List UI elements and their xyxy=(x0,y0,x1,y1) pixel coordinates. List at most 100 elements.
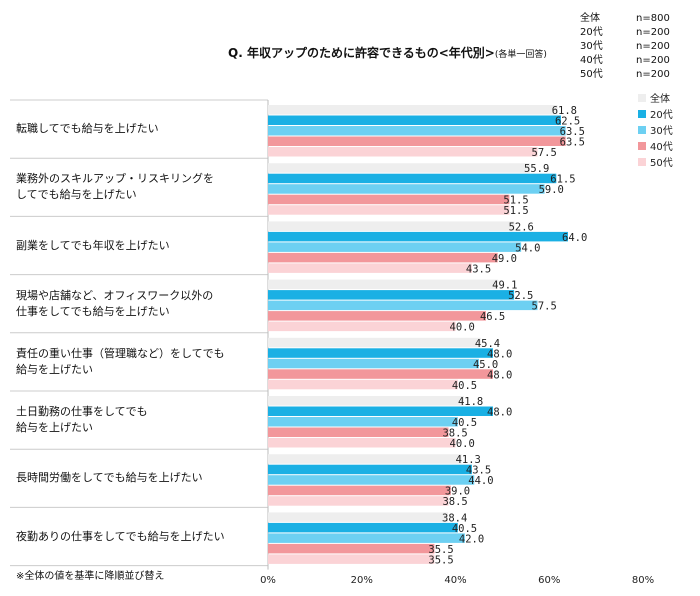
legend-label: 20代 xyxy=(650,109,673,121)
x-tick-label: 20% xyxy=(351,575,373,586)
category-label-line: 責任の重い仕事（管理職など）をしてでも xyxy=(16,346,225,360)
data-label: 52.5 xyxy=(508,290,533,302)
category-label-line: 長時間労働をしてでも給与を上げたい xyxy=(16,471,203,485)
data-label: 49.0 xyxy=(492,253,517,265)
bar-50代 xyxy=(268,438,456,448)
legend-swatch xyxy=(638,110,646,118)
sample-size-group: 30代 xyxy=(580,41,603,52)
data-label: 42.0 xyxy=(459,533,484,545)
data-label: 35.5 xyxy=(428,544,453,556)
legend-label: 50代 xyxy=(650,157,673,169)
sample-size-row: 20代 n=200 xyxy=(580,26,670,40)
category-label-line: 夜勤ありの仕事をしてでも給与を上げたい xyxy=(16,529,225,543)
data-label: 55.9 xyxy=(524,163,549,175)
bar-50代 xyxy=(268,496,449,506)
sample-size-row: 40代 n=200 xyxy=(580,54,670,68)
bar-30代 xyxy=(268,242,522,252)
bar-20代 xyxy=(268,290,515,300)
footnote: ※全体の値を基準に降順並び替え xyxy=(16,571,165,582)
bar-50代 xyxy=(268,147,538,157)
bar-30代 xyxy=(268,475,475,485)
category-label: 責任の重い仕事（管理職など）をしてでも 給与を上げたい xyxy=(16,346,225,378)
category-label-line: 業務外のスキルアップ・リスキリングを xyxy=(16,172,214,186)
bar-50代 xyxy=(268,263,472,273)
bar-40代 xyxy=(268,311,486,321)
bar-20代 xyxy=(268,231,568,242)
sample-size-n: n=200 xyxy=(636,27,670,38)
data-label: 40.0 xyxy=(450,438,475,450)
sample-size-row: 全体 n=800 xyxy=(580,12,670,26)
legend-label: 30代 xyxy=(650,125,673,137)
bar-30代 xyxy=(268,126,566,136)
bar-50代 xyxy=(268,379,458,390)
x-tick-label: 40% xyxy=(444,575,466,586)
category-label: 業務外のスキルアップ・リスキリングを してでも給与を上げたい xyxy=(16,171,214,203)
data-label: 40.0 xyxy=(450,322,475,334)
chart-title: Q. 年収アップのために許容できるもの<年代別>(各単一回答) xyxy=(228,44,547,61)
category-label-line: 給与を上げたい xyxy=(16,421,93,435)
chart-subtitle: (各単一回答) xyxy=(494,50,547,60)
data-label: 40.5 xyxy=(452,380,477,392)
data-label: 38.5 xyxy=(442,428,467,440)
sample-size-row: 30代 n=200 xyxy=(580,40,670,54)
bar-40代 xyxy=(268,252,498,263)
bar-20代 xyxy=(268,173,557,184)
chart-title-text: Q. 年収アップのために許容できるもの<年代別> xyxy=(228,46,495,60)
x-tick-label: 60% xyxy=(538,575,560,586)
category-label-line: してでも給与を上げたい xyxy=(16,188,137,202)
category-label: 現場や店舗など、オフィスワーク以外の 仕事をしてでも給与を上げたい xyxy=(16,288,213,320)
data-label: 43.5 xyxy=(466,263,491,275)
bar-20代 xyxy=(268,115,561,125)
data-label: 48.0 xyxy=(487,348,512,360)
data-label: 35.5 xyxy=(428,554,453,566)
data-label: 48.0 xyxy=(487,407,512,419)
data-label: 43.5 xyxy=(466,465,491,477)
bar-全体 xyxy=(268,279,499,290)
bar-50代 xyxy=(268,321,456,332)
category-label-line: 仕事をしてでも給与を上げたい xyxy=(16,304,170,318)
data-label: 45.0 xyxy=(473,359,498,371)
data-label: 38.4 xyxy=(442,512,467,524)
data-label: 44.0 xyxy=(468,475,493,487)
bar-30代 xyxy=(268,533,465,543)
data-label: 46.5 xyxy=(480,311,505,323)
data-label: 48.0 xyxy=(487,369,512,381)
sample-size-group: 全体 xyxy=(580,13,600,24)
sample-size-row: 50代 n=200 xyxy=(580,68,670,82)
data-label: 57.5 xyxy=(532,147,557,159)
sample-size-group: 40代 xyxy=(580,55,603,66)
sample-size-n: n=800 xyxy=(636,13,670,24)
bar-全体 xyxy=(268,512,448,522)
sample-size-n: n=200 xyxy=(636,69,670,80)
bar-40代 xyxy=(268,543,435,554)
category-label-line: 転職してでも給与を上げたい xyxy=(16,122,159,136)
sample-size-n: n=200 xyxy=(636,41,670,52)
data-label: 63.5 xyxy=(560,126,585,138)
legend-label: 全体 xyxy=(650,92,670,105)
bar-40代 xyxy=(268,194,510,205)
data-label: 62.5 xyxy=(555,116,580,128)
data-label: 38.5 xyxy=(442,496,467,508)
data-label: 45.4 xyxy=(475,338,500,350)
data-label: 41.3 xyxy=(456,454,481,466)
category-label-line: 給与を上げたい xyxy=(16,362,93,376)
category-label: 転職してでも給与を上げたい xyxy=(16,121,159,137)
sample-size-n: n=200 xyxy=(636,55,670,66)
category-label: 土日勤務の仕事をしてでも 給与を上げたい xyxy=(16,404,148,436)
bar-全体 xyxy=(268,163,531,173)
data-label: 52.6 xyxy=(509,221,534,233)
data-label: 40.5 xyxy=(452,523,477,535)
category-label-line: 現場や店舗など、オフィスワーク以外の xyxy=(16,288,214,302)
sample-size-table: 全体 n=800 20代 n=200 30代 n=200 40代 n=200 50代 n=200 xyxy=(580,12,670,82)
sample-size-group: 20代 xyxy=(580,27,603,38)
bar-40代 xyxy=(268,369,493,379)
data-label: 51.5 xyxy=(503,195,528,207)
bar-全体 xyxy=(268,337,481,348)
x-tick-label: 0% xyxy=(260,575,276,586)
data-label: 41.8 xyxy=(458,396,483,408)
data-label: 64.0 xyxy=(562,232,587,244)
data-label: 57.5 xyxy=(532,301,557,313)
bar-全体 xyxy=(268,396,464,406)
bar-50代 xyxy=(268,554,435,564)
